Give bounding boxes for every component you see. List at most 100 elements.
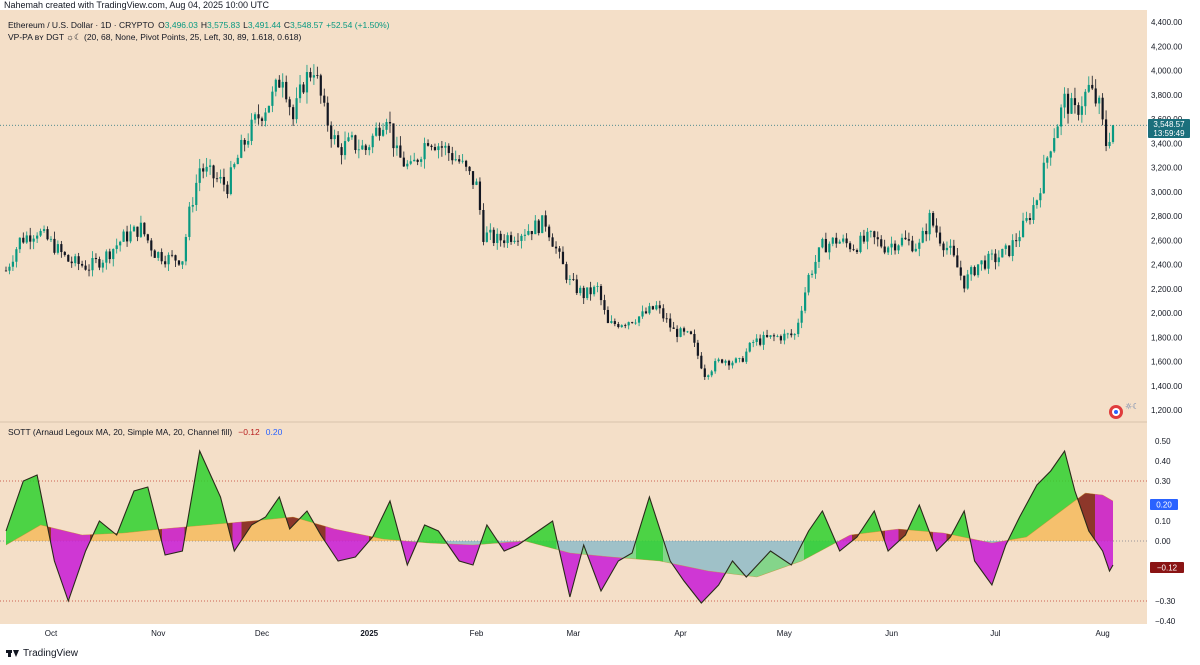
sott-fill bbox=[132, 492, 134, 533]
sott-fill bbox=[979, 540, 981, 570]
signal-fill bbox=[715, 541, 717, 573]
signal-fill bbox=[379, 538, 381, 541]
candle-body bbox=[599, 286, 603, 301]
sott-fill bbox=[648, 497, 650, 561]
sott-fill bbox=[427, 526, 429, 544]
signal-fill bbox=[915, 530, 917, 541]
price-tick-label: 3,400.00 bbox=[1151, 139, 1183, 148]
sott-fill bbox=[1023, 507, 1025, 538]
candle-body bbox=[295, 98, 298, 120]
sott-fill bbox=[505, 542, 507, 551]
sott-fill bbox=[273, 503, 275, 519]
candle-body bbox=[880, 239, 883, 247]
sott-fill bbox=[538, 529, 540, 546]
sott-fill bbox=[709, 571, 711, 595]
signal-fill bbox=[126, 532, 128, 541]
signal-fill bbox=[300, 518, 302, 541]
candle-body bbox=[516, 240, 520, 242]
sott-fill bbox=[633, 545, 635, 559]
tradingview-logo[interactable]: TradingView bbox=[6, 648, 78, 659]
sott-fill bbox=[328, 527, 330, 549]
sott-fill bbox=[346, 531, 348, 560]
candle-body bbox=[956, 255, 959, 268]
signal-fill bbox=[616, 541, 618, 558]
sott-fill bbox=[828, 523, 830, 547]
sott-fill bbox=[636, 535, 638, 560]
signal-fill bbox=[723, 541, 725, 574]
sott-fill bbox=[958, 518, 960, 537]
signal-fill bbox=[133, 531, 135, 541]
signal-fill bbox=[615, 541, 617, 558]
sott-fill bbox=[63, 530, 65, 591]
sott-fill bbox=[99, 521, 101, 535]
signal-fill bbox=[727, 541, 729, 574]
candle-body bbox=[617, 324, 620, 328]
signal-fill bbox=[144, 530, 146, 541]
sott-fill bbox=[1020, 513, 1022, 539]
signal-fill bbox=[673, 541, 675, 565]
sott-fill bbox=[61, 530, 63, 586]
sott-tick-label: 0.00 bbox=[1155, 537, 1171, 546]
signal-fill bbox=[954, 535, 956, 541]
sott-fill bbox=[21, 483, 23, 537]
flag-icon[interactable]: ☼☾ bbox=[1109, 402, 1139, 419]
candle-body bbox=[420, 159, 423, 162]
sott-fill bbox=[688, 566, 690, 589]
sott-fill bbox=[714, 571, 716, 590]
chart-area[interactable]: 4,400.004,200.004,000.003,800.003,600.00… bbox=[0, 10, 1200, 644]
sott-fill bbox=[1096, 494, 1098, 545]
candle-body bbox=[492, 229, 495, 244]
candle-body bbox=[935, 225, 938, 233]
sott-fill bbox=[777, 555, 779, 570]
sott-fill bbox=[684, 565, 686, 583]
candle-body bbox=[243, 139, 246, 145]
sott-fill bbox=[331, 528, 333, 554]
sott-fill bbox=[774, 553, 776, 571]
signal-fill bbox=[220, 523, 222, 541]
candle-body bbox=[665, 318, 668, 320]
sott-fill bbox=[1029, 496, 1031, 536]
sott-fill bbox=[349, 532, 351, 559]
sott-fill bbox=[135, 490, 137, 532]
sott-fill bbox=[127, 503, 129, 533]
sott-fill bbox=[529, 535, 531, 543]
signal-fill bbox=[909, 529, 911, 541]
sott-fill bbox=[601, 556, 603, 591]
signal-fill bbox=[283, 517, 285, 541]
tradingview-icon bbox=[6, 649, 19, 658]
sott-fill bbox=[598, 555, 600, 589]
sott-fill bbox=[574, 553, 576, 580]
signal-fill bbox=[457, 541, 459, 545]
candle-body bbox=[648, 306, 651, 314]
time-tick-label: Dec bbox=[255, 629, 269, 638]
candle-body bbox=[734, 358, 738, 363]
signal-fill bbox=[1074, 500, 1076, 541]
sott-fill bbox=[693, 567, 695, 595]
sott-fill bbox=[993, 542, 995, 582]
sott-fill bbox=[9, 517, 11, 544]
sott-fill bbox=[1099, 494, 1101, 549]
signal-fill bbox=[103, 533, 105, 541]
sott-fill bbox=[438, 530, 440, 544]
candle-body bbox=[752, 341, 755, 343]
price-axis-background bbox=[1147, 10, 1200, 624]
candle-body bbox=[527, 231, 530, 235]
signal-fill bbox=[223, 523, 225, 541]
candle-body bbox=[548, 226, 551, 238]
sott-line bbox=[5, 449, 1114, 604]
sott-fill bbox=[1036, 483, 1038, 530]
candle-body bbox=[963, 275, 966, 289]
sott-fill bbox=[465, 544, 467, 564]
sott-fill bbox=[235, 522, 237, 550]
sott-fill bbox=[322, 525, 324, 540]
signal-fill bbox=[591, 541, 593, 556]
sott-fill bbox=[507, 542, 509, 550]
sott-fill bbox=[654, 511, 656, 561]
sott-fill bbox=[867, 519, 869, 533]
legend-open: 3,496.03 bbox=[165, 20, 198, 30]
signal-fill bbox=[187, 526, 189, 541]
candle-body bbox=[1001, 248, 1004, 258]
sott-fill bbox=[1111, 500, 1113, 568]
signal-fill bbox=[1035, 529, 1037, 541]
signal-fill bbox=[105, 533, 107, 541]
